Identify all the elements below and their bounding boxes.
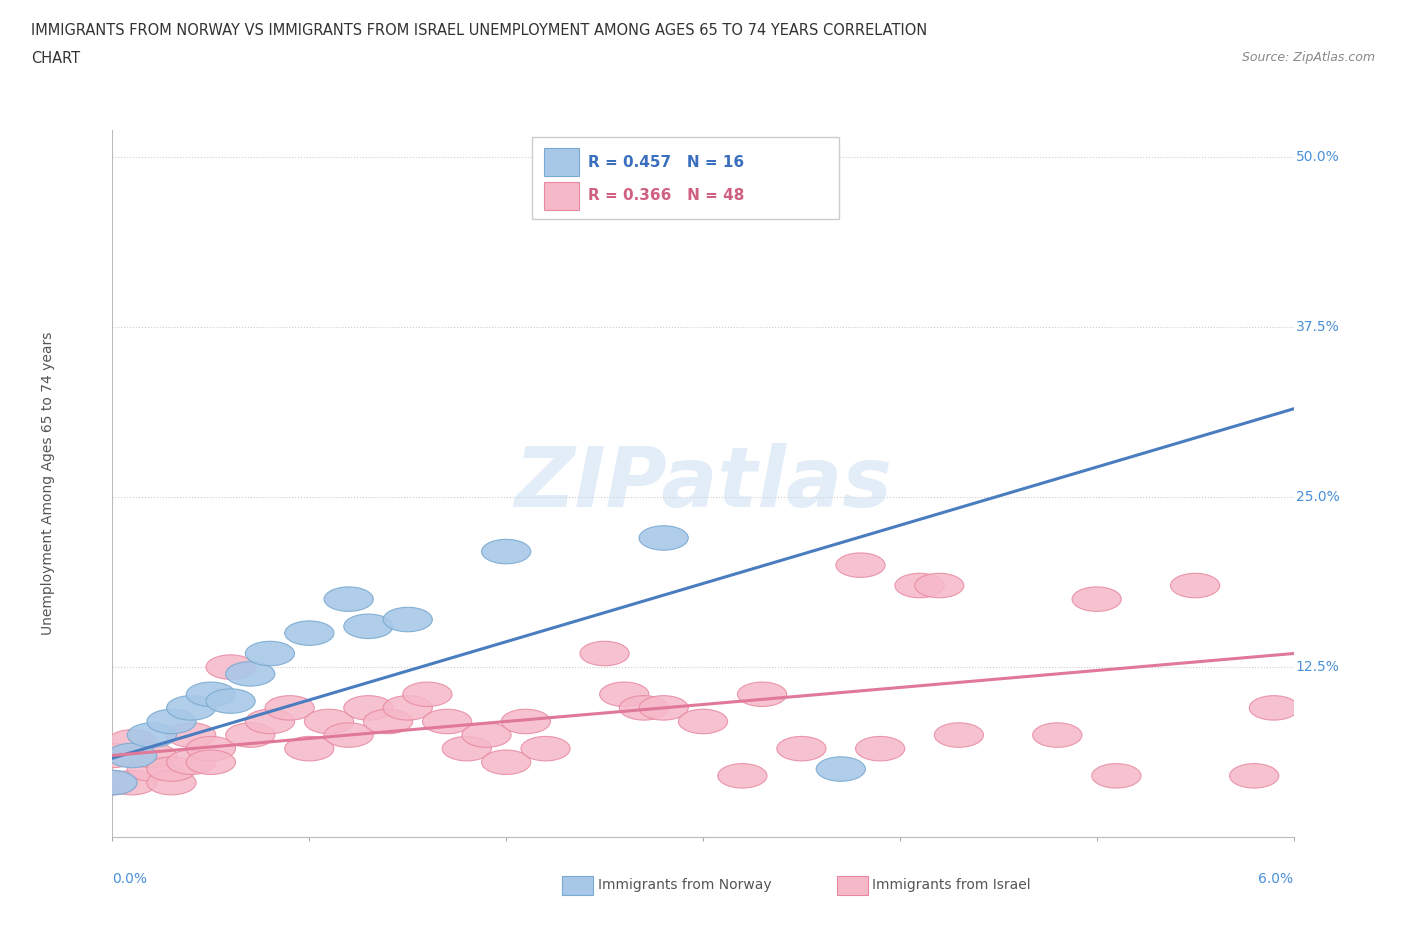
Text: R = 0.457   N = 16: R = 0.457 N = 16 [589,154,745,169]
FancyBboxPatch shape [531,138,839,219]
Ellipse shape [167,723,217,748]
Ellipse shape [108,730,157,754]
Ellipse shape [323,587,374,611]
Ellipse shape [284,737,335,761]
Ellipse shape [167,696,217,720]
Ellipse shape [1229,764,1279,788]
Text: 6.0%: 6.0% [1258,871,1294,886]
Text: 0.0%: 0.0% [112,871,148,886]
Ellipse shape [1073,587,1122,611]
Text: 25.0%: 25.0% [1296,490,1340,504]
Ellipse shape [148,757,197,781]
Ellipse shape [87,770,138,795]
Ellipse shape [186,737,236,761]
Ellipse shape [87,770,138,795]
Text: 12.5%: 12.5% [1296,660,1340,674]
Ellipse shape [738,682,787,707]
Ellipse shape [441,737,492,761]
Ellipse shape [778,737,827,761]
Ellipse shape [619,696,669,720]
Ellipse shape [1171,573,1220,598]
Ellipse shape [382,696,433,720]
Ellipse shape [520,737,571,761]
Ellipse shape [581,642,630,666]
Text: Immigrants from Norway: Immigrants from Norway [598,878,770,893]
Ellipse shape [717,764,768,788]
Ellipse shape [128,743,177,767]
Text: CHART: CHART [31,51,80,66]
Ellipse shape [148,770,197,795]
Ellipse shape [207,655,256,679]
Text: Source: ZipAtlas.com: Source: ZipAtlas.com [1241,51,1375,64]
Text: ZIPatlas: ZIPatlas [515,443,891,525]
FancyBboxPatch shape [544,148,579,176]
Ellipse shape [148,710,197,734]
Text: 50.0%: 50.0% [1296,151,1340,165]
Ellipse shape [915,573,965,598]
Ellipse shape [128,757,177,781]
Ellipse shape [87,743,138,767]
Ellipse shape [815,757,866,781]
Ellipse shape [186,682,236,707]
Ellipse shape [128,723,177,748]
Ellipse shape [1032,723,1083,748]
Ellipse shape [108,770,157,795]
Ellipse shape [599,682,650,707]
Ellipse shape [640,525,689,551]
Ellipse shape [678,710,728,734]
Text: IMMIGRANTS FROM NORWAY VS IMMIGRANTS FROM ISRAEL UNEMPLOYMENT AMONG AGES 65 TO 7: IMMIGRANTS FROM NORWAY VS IMMIGRANTS FRO… [31,23,927,38]
Ellipse shape [423,710,472,734]
Ellipse shape [461,723,512,748]
Ellipse shape [226,661,276,686]
Ellipse shape [640,696,689,720]
Ellipse shape [363,710,413,734]
Ellipse shape [264,696,315,720]
Ellipse shape [502,710,551,734]
Text: Unemployment Among Ages 65 to 74 years: Unemployment Among Ages 65 to 74 years [41,332,55,635]
Ellipse shape [304,710,354,734]
Ellipse shape [896,573,945,598]
Ellipse shape [246,710,295,734]
Text: R = 0.366   N = 48: R = 0.366 N = 48 [589,189,745,204]
Ellipse shape [404,682,453,707]
Ellipse shape [284,621,335,645]
Ellipse shape [226,723,276,748]
Ellipse shape [481,750,531,775]
Ellipse shape [481,539,531,564]
Ellipse shape [855,737,905,761]
Ellipse shape [1249,696,1299,720]
Ellipse shape [108,743,157,767]
Ellipse shape [343,614,394,639]
Ellipse shape [934,723,984,748]
Text: Immigrants from Israel: Immigrants from Israel [872,878,1031,893]
Ellipse shape [186,750,236,775]
Ellipse shape [382,607,433,631]
Ellipse shape [835,553,886,578]
Ellipse shape [323,723,374,748]
Ellipse shape [1091,764,1140,788]
Ellipse shape [246,642,295,666]
Ellipse shape [167,750,217,775]
Ellipse shape [343,696,394,720]
Text: 37.5%: 37.5% [1296,320,1340,334]
FancyBboxPatch shape [544,181,579,210]
Ellipse shape [207,689,256,713]
